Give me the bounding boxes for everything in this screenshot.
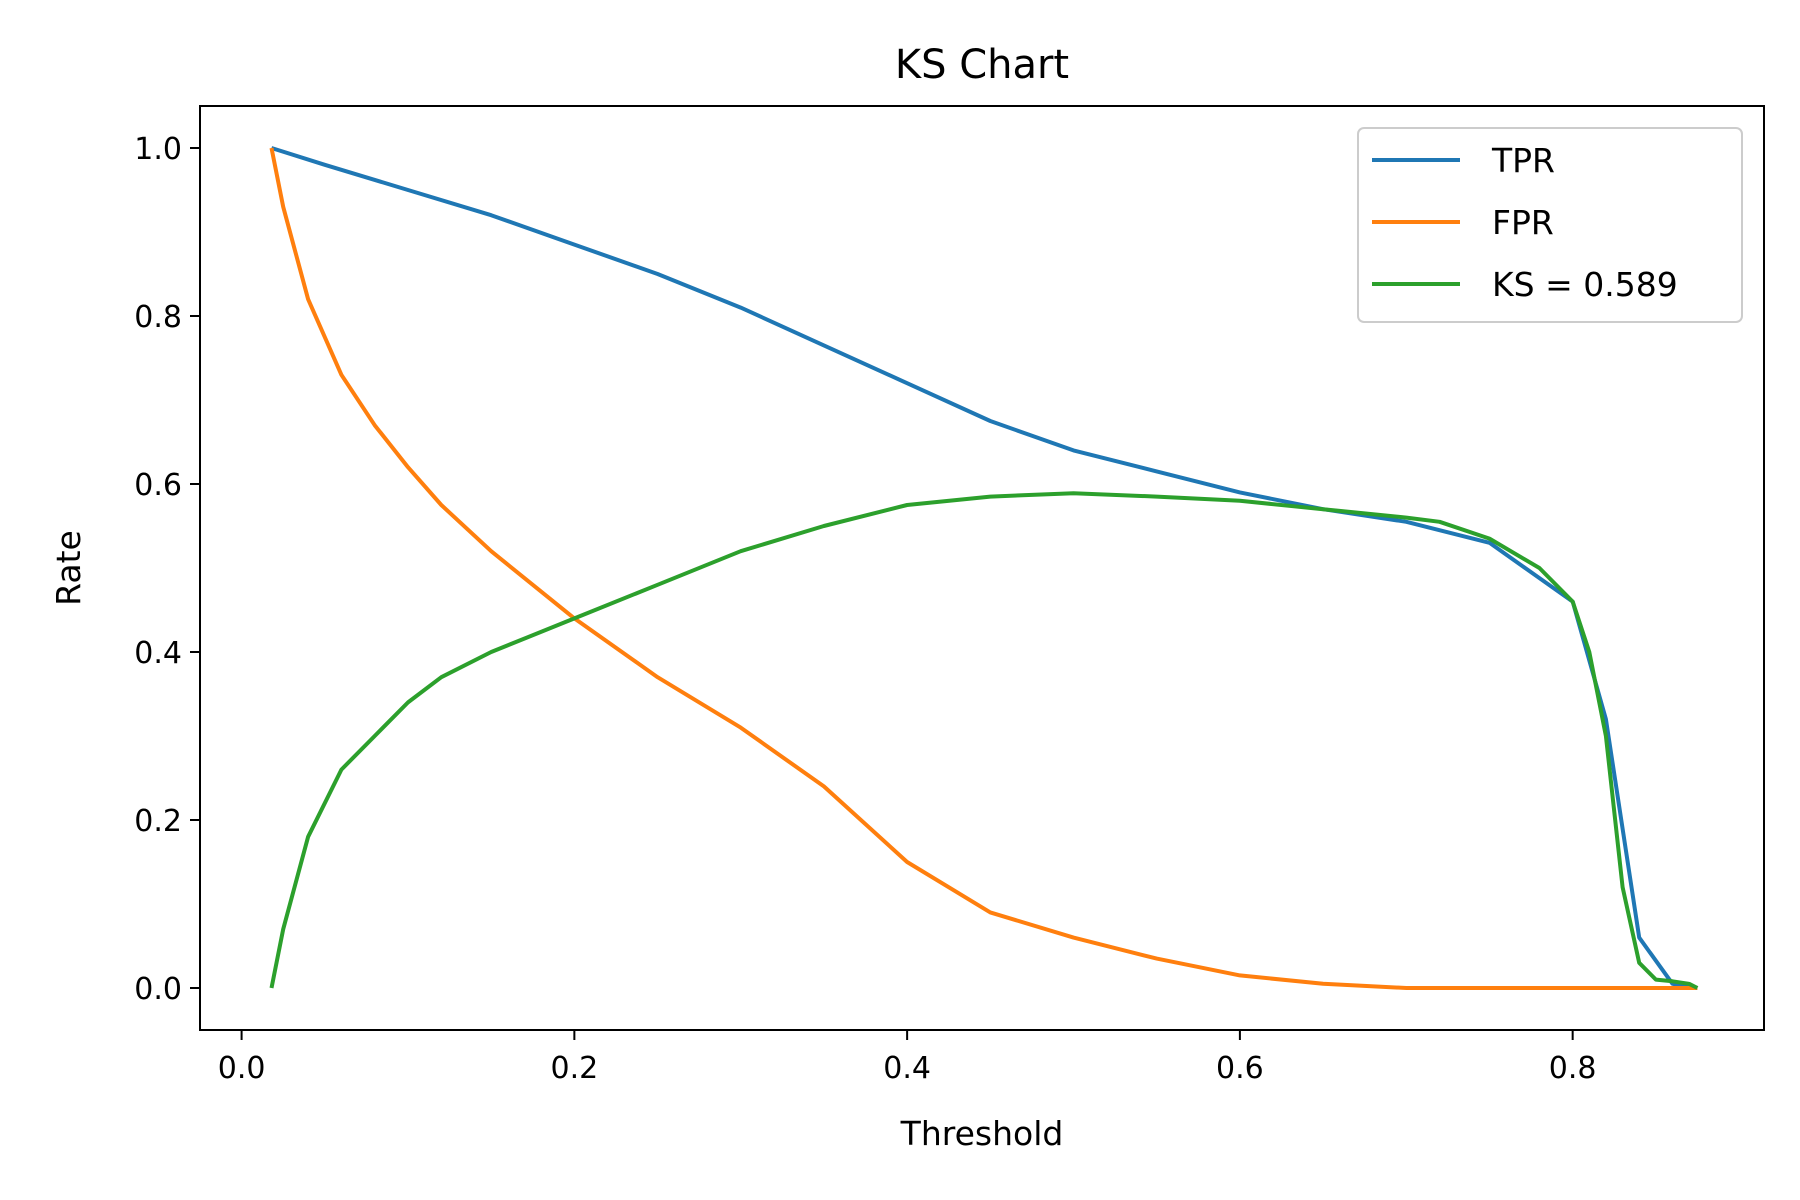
- plot-area-frame: [199, 105, 1765, 1031]
- x-tick-label: 0.0: [218, 1051, 266, 1086]
- y-axis-label: Rate: [49, 530, 88, 606]
- legend-box: [1357, 127, 1743, 323]
- x-tick-label: 0.2: [551, 1051, 599, 1086]
- x-tick-label: 0.6: [1216, 1051, 1264, 1086]
- series-lines: [269, 146, 1699, 990]
- y-tick-label: 0.0: [134, 972, 182, 1007]
- x-axis-label: Threshold: [900, 1114, 1064, 1153]
- x-tick-label: 0.8: [1549, 1051, 1597, 1086]
- x-axis-ticks: 0.0 0.2 0.4 0.6 0.8: [218, 1030, 1597, 1086]
- x-tick-label: 0.4: [883, 1051, 931, 1086]
- y-tick-label: 0.2: [134, 804, 182, 839]
- legend: TPR FPR KS = 0.589: [1357, 127, 1743, 323]
- series-ks-line: [269, 491, 1699, 990]
- y-axis-ticks: 0.0 0.2 0.4 0.6 0.8 1.0: [134, 132, 200, 1007]
- y-tick-label: 0.6: [134, 468, 182, 503]
- y-tick-label: 0.8: [134, 300, 182, 335]
- legend-label-fpr: FPR: [1492, 203, 1554, 242]
- y-tick-label: 0.4: [134, 636, 182, 671]
- chart-title: KS Chart: [895, 42, 1069, 88]
- legend-label-ks: KS = 0.589: [1492, 265, 1678, 304]
- series-fpr-line: [269, 147, 1698, 990]
- legend-label-tpr: TPR: [1491, 141, 1555, 180]
- y-tick-label: 1.0: [134, 132, 182, 167]
